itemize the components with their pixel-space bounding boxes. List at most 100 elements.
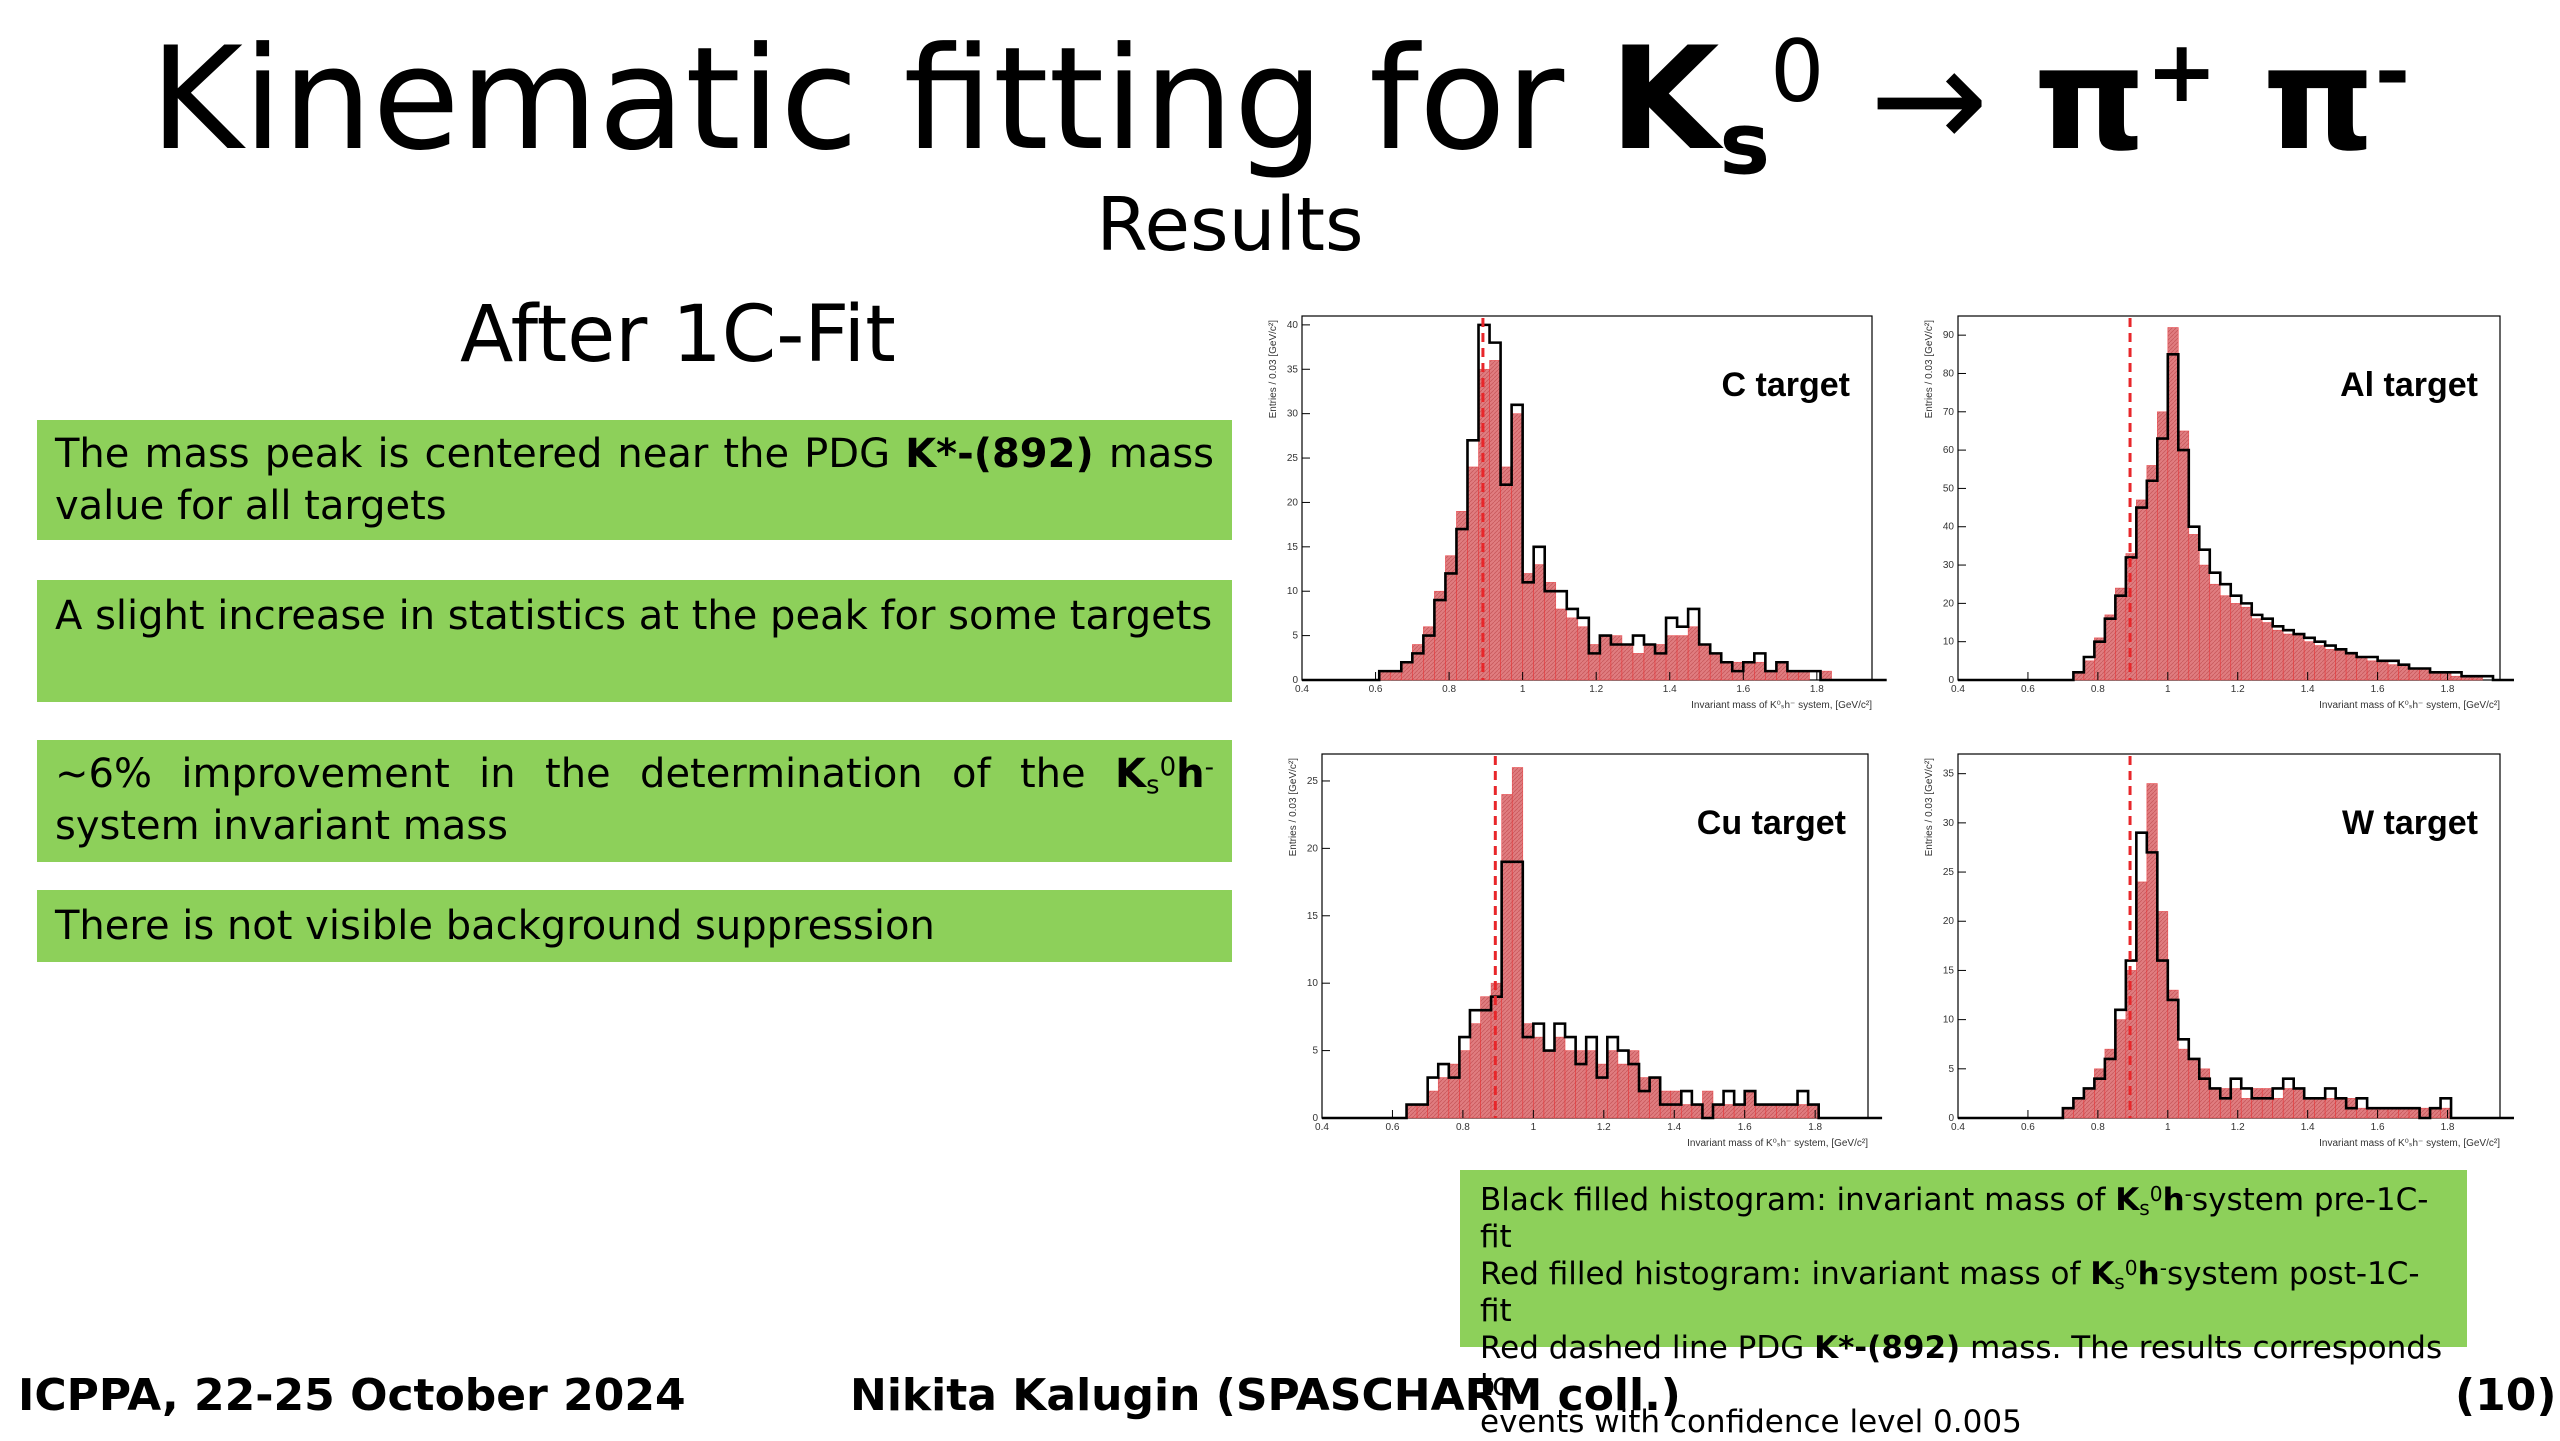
bar-post-fit [2366,1107,2378,1119]
bar-post-fit [2115,1019,2127,1119]
bar-post-fit [1543,1050,1555,1119]
pre-fit-step-line [1322,860,1883,1120]
bar-post-fit [2272,629,2284,681]
title-arrow: → [1824,17,2034,182]
footer-conference: ICPPA, 22-25 October 2024 [18,1370,686,1421]
y-tick-label: 0 [1312,1113,1318,1124]
y-tick-label: 50 [1943,483,1955,494]
y-tick-label: 0 [1948,675,1954,686]
bar-post-fit [2188,534,2200,681]
bar-post-fit [1577,626,1590,681]
bar-post-fit [2419,1107,2431,1119]
bar-post-fit [2157,911,2169,1119]
x-tick-label: 1.8 [1810,684,1824,695]
title-text: Kinematic fitting for [149,17,1610,182]
bar-post-fit [1412,644,1424,681]
bar-post-fit [2083,660,2095,681]
bar-post-fit [1389,670,1402,681]
y-tick-label: 20 [1943,598,1955,609]
y-tick-label: 35 [1943,769,1955,780]
x-axis-title: Invariant mass of K⁰ₛh⁻ system, [GeV/c²] [2319,1138,2500,1149]
y-axis-title: Entries / 0.03 [GeV/c²] [1288,758,1299,857]
x-tick-label: 1.4 [1663,684,1677,695]
bar-post-fit [2356,656,2368,681]
bar-post-fit [2136,499,2148,681]
bar-post-fit [1437,1077,1450,1119]
y-tick-label: 20 [1943,916,1955,927]
y-tick-label: 25 [1943,867,1955,878]
x-axis-title: Invariant mass of K⁰ₛh⁻ system, [GeV/c²] [2319,700,2500,711]
x-tick-label: 1.2 [1589,684,1603,695]
y-tick-label: 10 [1287,586,1299,597]
bar-post-fit [1787,670,1799,681]
bar-post-fit [1712,1104,1724,1119]
x-tick-label: 1.6 [2371,684,2385,695]
bar-post-fit [1786,1104,1798,1119]
bar-post-fit [2282,633,2294,681]
x-tick-label: 1.6 [1738,1122,1752,1133]
bar-post-fit [1599,635,1612,681]
info-box-1: The mass peak is centered near the PDG K… [37,420,1232,540]
bar-post-fit [2314,1098,2326,1119]
bar-post-fit [2083,1088,2095,1119]
chart-title: Cu target [1697,804,1846,842]
footer-author: Nikita Kalugin (SPASCHARM coll.) [850,1370,1681,1421]
histogram-al-target: 0.4 0.6 0.8 1 1.2 1.4 1.6 1.8 0 10 20 30 40 50 60 70 80 9… [1924,315,2514,711]
bar-post-fit [1378,670,1391,681]
slide-title: Kinematic fitting for Ks0 → π+ π- [0,21,2560,187]
legend-line-4: events with confidence level 0.005 [1480,1404,2022,1440]
title-minus: - [2374,23,2411,123]
legend-line-3: Red dashed line PDG K*-(892) mass. The r… [1480,1330,2443,1403]
bar-post-fit [2408,1107,2420,1119]
x-tick-label: 0.6 [2021,684,2035,695]
bar-post-fit [2398,664,2410,681]
bar-post-fit [2167,989,2179,1119]
bar-post-fit [1820,670,1832,681]
bar-post-fit [2062,1107,2074,1119]
title-k-sub: s [1719,95,1771,195]
x-axis-title: Invariant mass of K⁰ₛh⁻ system, [GeV/c²] [1691,700,1872,711]
x-tick-label: 1 [1531,1122,1537,1133]
bar-post-fit [2251,618,2263,681]
y-tick-label: 10 [1307,978,1319,989]
bar-post-fit [2377,1107,2389,1119]
bar-post-fit [2314,645,2326,681]
x-tick-label: 0.4 [1951,684,1965,695]
bar-post-fit [1588,644,1601,681]
bar-post-fit [1720,661,1733,681]
bar-post-fit [1709,653,1722,681]
bar-post-fit [1427,1090,1439,1119]
bar-post-fit [2094,1068,2106,1119]
y-tick-label: 5 [1312,1046,1318,1057]
bar-post-fit [1511,413,1523,681]
info-box-3: ~6% improvement in the determination of … [37,740,1232,862]
bar-post-fit [2219,1088,2232,1119]
y-tick-label: 70 [1943,407,1955,418]
slide-subtitle: Results [1096,182,1364,268]
x-tick-label: 1 [2165,1122,2171,1133]
bar-post-fit [1566,617,1579,681]
histogram-c-target: 0.4 0.6 0.8 1 1.2 1.4 1.6 1.8 0 5 10 15 20 25 30 35 40 In… [1268,315,1887,711]
y-tick-label: 35 [1287,364,1299,375]
bar-post-fit [1533,564,1546,681]
bar-post-fit [1459,1050,1471,1119]
bar-post-fit [2408,668,2420,681]
bar-post-fit [2146,465,2158,681]
histogram-w-target: 0.4 0.6 0.8 1 1.2 1.4 1.6 1.8 0 5 10 15 20 25 30 35 Inva… [1924,753,2514,1149]
bar-post-fit [1617,1063,1629,1119]
y-tick-label: 30 [1287,409,1299,420]
x-tick-label: 0.8 [1442,684,1456,695]
bar-post-fit [1416,1104,1428,1119]
y-tick-label: 40 [1287,320,1299,331]
x-tick-label: 1 [2165,684,2171,695]
bar-post-fit [1480,996,1492,1119]
bar-post-fit [2366,660,2378,681]
pre-fit-step-line [1302,323,1887,682]
bar-post-fit [2240,1098,2253,1119]
title-k-sup: 0 [1770,23,1825,123]
bar-post-fit [1643,644,1656,681]
chart-title: Al target [2340,366,2478,404]
x-tick-label: 0.4 [1951,1122,1965,1133]
chart-title: W target [2342,804,2478,842]
y-axis-title: Entries / 0.03 [GeV/c²] [1924,758,1935,857]
